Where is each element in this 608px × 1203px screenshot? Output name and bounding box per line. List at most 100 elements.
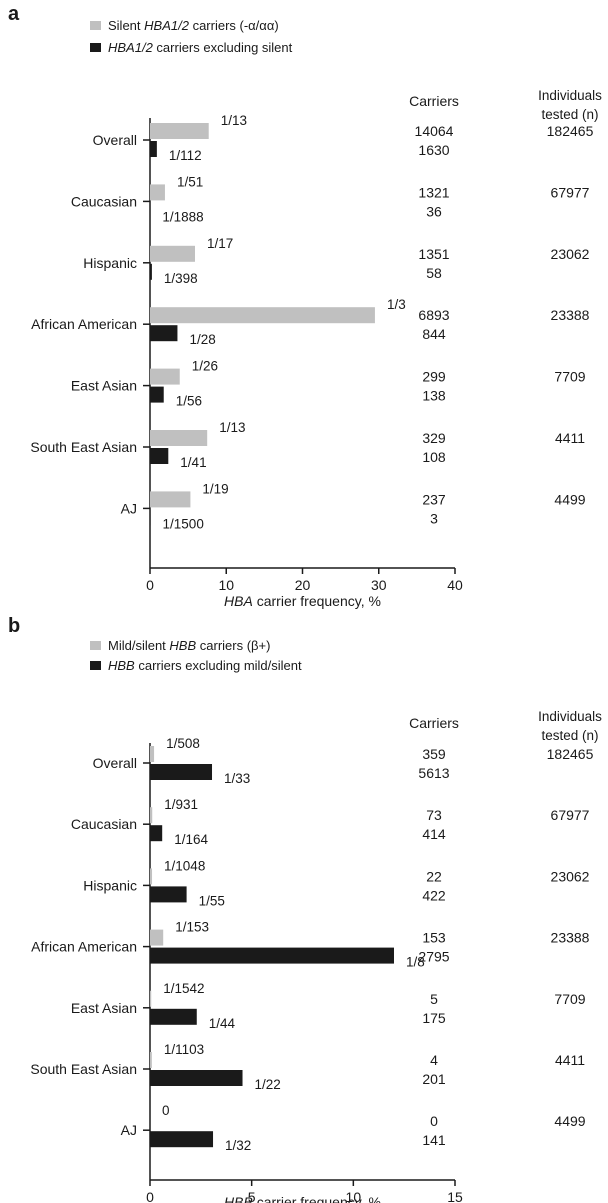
carriers-count: 73 [426,807,442,823]
data-label: 0 [162,1103,170,1118]
carriers-count: 414 [422,826,446,842]
carriers-column-header: Carriers [409,93,459,109]
bar-silent [150,807,153,824]
individuals-tested: 182465 [547,123,594,139]
category-label: Overall [93,755,137,771]
bar-carriers [150,141,157,157]
x-tick-label: 40 [447,577,463,593]
bar-silent [150,123,209,139]
individuals-tested: 23062 [551,246,590,262]
data-label: 1/33 [224,771,250,786]
bar-silent [150,868,153,885]
data-label: 1/1888 [162,209,203,224]
bar-silent [150,491,191,508]
data-label: 1/112 [169,148,202,163]
bar-carriers [150,886,187,903]
data-label: 1/41 [180,455,206,470]
carriers-count: 1630 [418,142,449,158]
data-label: 1/13 [219,420,245,435]
individuals-tested: 4499 [554,491,585,507]
carriers-count: 22 [426,868,442,884]
data-label: 1/56 [176,394,202,409]
legend-entry: Silent HBA1/2 carriers (-α/αα) [108,18,279,33]
data-label: 1/26 [192,359,218,374]
bar-silent [150,368,180,385]
category-label: South East Asian [30,439,137,455]
x-tick-label: 5 [248,1189,256,1203]
category-label: South East Asian [30,1061,137,1077]
carriers-count: 4 [430,1052,438,1068]
data-label: 1/8 [406,955,425,970]
panel-b: b Mild/silent HBB carriers (β+) HBB carrie… [8,615,602,1203]
bar-carriers [150,1008,197,1025]
data-label: 1/1542 [163,981,204,996]
bar-carriers [150,1131,214,1148]
legend-entry: HBA1/2 carriers excluding silent [108,40,293,55]
bar-silent [150,1052,152,1068]
legend-swatch-carriers [90,661,101,670]
carriers-count: 153 [422,930,446,946]
data-label: 1/28 [189,332,215,347]
bar-silent [150,307,375,324]
x-axis-label: HBA carrier frequency, % [224,593,381,609]
data-label: 1/3 [387,297,406,312]
bar-silent [150,929,164,946]
individuals-column-header: tested (n) [541,107,598,122]
data-label: 1/17 [207,236,233,251]
individuals-tested: 4411 [555,430,585,446]
individuals-column-header: Individuals [538,709,602,724]
category-label: Caucasian [71,816,137,832]
carriers-count: 329 [422,430,446,446]
carriers-count: 36 [426,203,442,219]
data-label: 1/22 [255,1077,281,1092]
data-label: 1/398 [164,271,198,286]
carriers-count: 201 [422,1071,446,1087]
x-tick-label: 0 [146,577,154,593]
x-tick-label: 0 [146,1189,154,1203]
legend-entry: HBB carriers excluding mild/silent [108,658,302,673]
carriers-count: 237 [422,491,446,507]
individuals-tested: 23062 [551,868,590,884]
carriers-count: 0 [430,1113,438,1129]
category-label: East Asian [71,378,137,394]
carriers-count: 58 [426,265,442,281]
carriers-count: 14064 [415,123,454,139]
panel-letter: a [8,3,20,25]
data-label: 1/508 [166,736,200,751]
panel-a: a Silent HBA1/2 carriers (-α/αα) HBA1/2 ca… [8,3,602,609]
bar-carriers [150,764,213,780]
bar-carriers [150,448,169,464]
category-label: Hispanic [83,255,137,271]
data-label: 1/13 [221,113,247,128]
category-label: African American [31,939,137,955]
bar-silent [150,746,155,762]
category-label: Caucasian [71,193,137,209]
carriers-count: 359 [422,746,446,762]
carriers-count: 3 [430,510,438,526]
carriers-column-header: Carriers [409,715,459,731]
individuals-tested: 182465 [547,746,594,762]
bar-carriers [150,509,151,526]
category-label: AJ [121,500,137,516]
individuals-tested: 4411 [555,1052,585,1068]
individuals-tested: 23388 [551,307,590,323]
bar-carriers [150,1070,243,1086]
bar-carriers [150,947,394,964]
carriers-count: 138 [422,388,446,404]
carriers-count: 299 [422,369,446,385]
carriers-count: 2795 [418,949,449,965]
data-label: 1/55 [199,893,225,908]
panel-letter: b [8,615,20,637]
data-label: 1/931 [164,797,198,812]
legend-swatch-carriers [90,43,101,52]
x-tick-label: 20 [295,577,311,593]
carriers-count: 844 [422,326,446,342]
legend-swatch-silent [90,641,101,650]
carriers-count: 422 [422,887,446,903]
x-tick-label: 30 [371,577,387,593]
carriers-count: 5613 [418,765,449,781]
category-label: AJ [121,1122,137,1138]
bar-silent [150,430,208,446]
individuals-tested: 4499 [554,1113,585,1129]
